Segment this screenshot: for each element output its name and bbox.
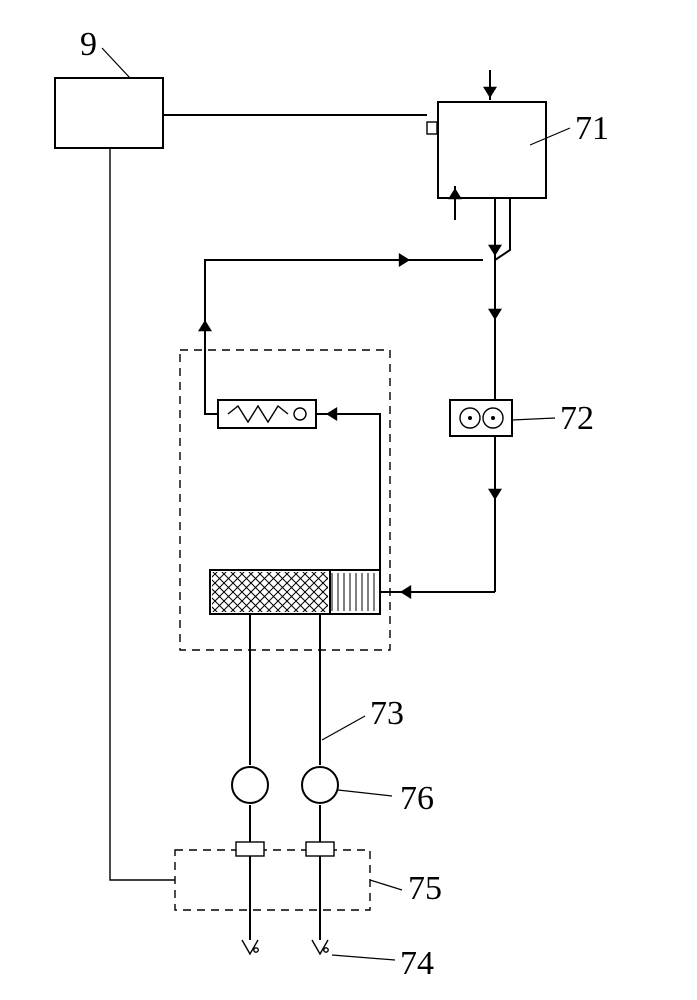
lbl-9: 9	[80, 26, 97, 64]
lbl-71: 71	[575, 110, 609, 148]
diagram-stage: { "canvas": { "w": 697, "h": 1000, "bg":…	[0, 0, 697, 1000]
diagram-svg	[0, 0, 697, 1000]
lbl-76: 76	[400, 780, 434, 818]
lbl-74: 74	[400, 945, 434, 983]
lbl-72: 72	[560, 400, 594, 438]
lbl-73: 73	[370, 695, 404, 733]
lbl-75: 75	[408, 870, 442, 908]
